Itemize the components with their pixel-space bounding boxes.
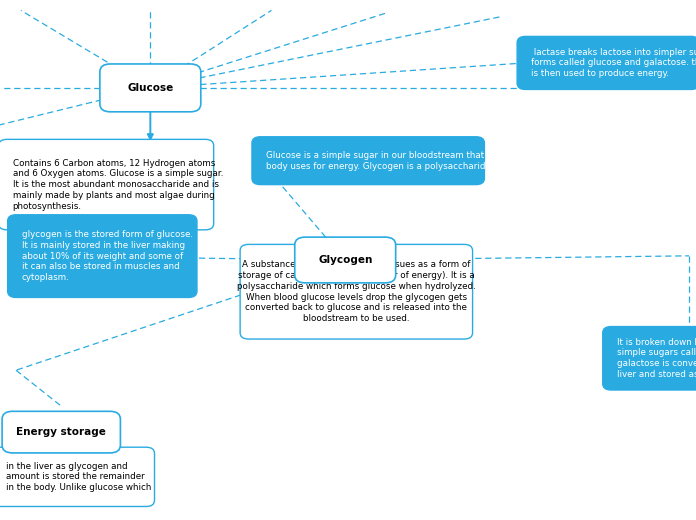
Text: Glucose: Glucose [127,83,173,93]
FancyBboxPatch shape [0,447,155,506]
Text: Glycogen: Glycogen [318,255,372,265]
Text: Contains 6 Carbon atoms, 12 Hydrogen atoms
and 6 Oxygen atoms. Glucose is a simp: Contains 6 Carbon atoms, 12 Hydrogen ato… [13,159,223,211]
Text: lactase breaks lactose into simpler sugar
forms called glucose and galactose. th: lactase breaks lactose into simpler suga… [531,48,696,78]
Text: glycogen is the stored form of glucose.
It is mainly stored in the liver making
: glycogen is the stored form of glucose. … [22,230,193,282]
FancyBboxPatch shape [100,64,201,112]
FancyBboxPatch shape [0,139,214,230]
Text: It is broken down by th
simple sugars called, g
galactose is converted
liver and: It is broken down by th simple sugars ca… [617,337,696,379]
Text: Glucose is a simple sugar in our bloodstream that our
body uses for energy. Glyc: Glucose is a simple sugar in our bloodst… [266,151,539,171]
FancyBboxPatch shape [603,327,696,390]
Text: A substance deposited in bodily tissues as a form of
storage of carbohydrates (s: A substance deposited in bodily tissues … [237,261,476,323]
FancyBboxPatch shape [294,237,395,283]
FancyBboxPatch shape [2,411,120,453]
FancyBboxPatch shape [517,36,696,89]
Text: in the liver as glycogen and
amount is stored the remainder
in the body. Unlike : in the liver as glycogen and amount is s… [6,462,151,492]
FancyBboxPatch shape [240,244,473,339]
FancyBboxPatch shape [252,137,484,185]
Text: Energy storage: Energy storage [16,427,106,437]
FancyBboxPatch shape [8,215,197,297]
